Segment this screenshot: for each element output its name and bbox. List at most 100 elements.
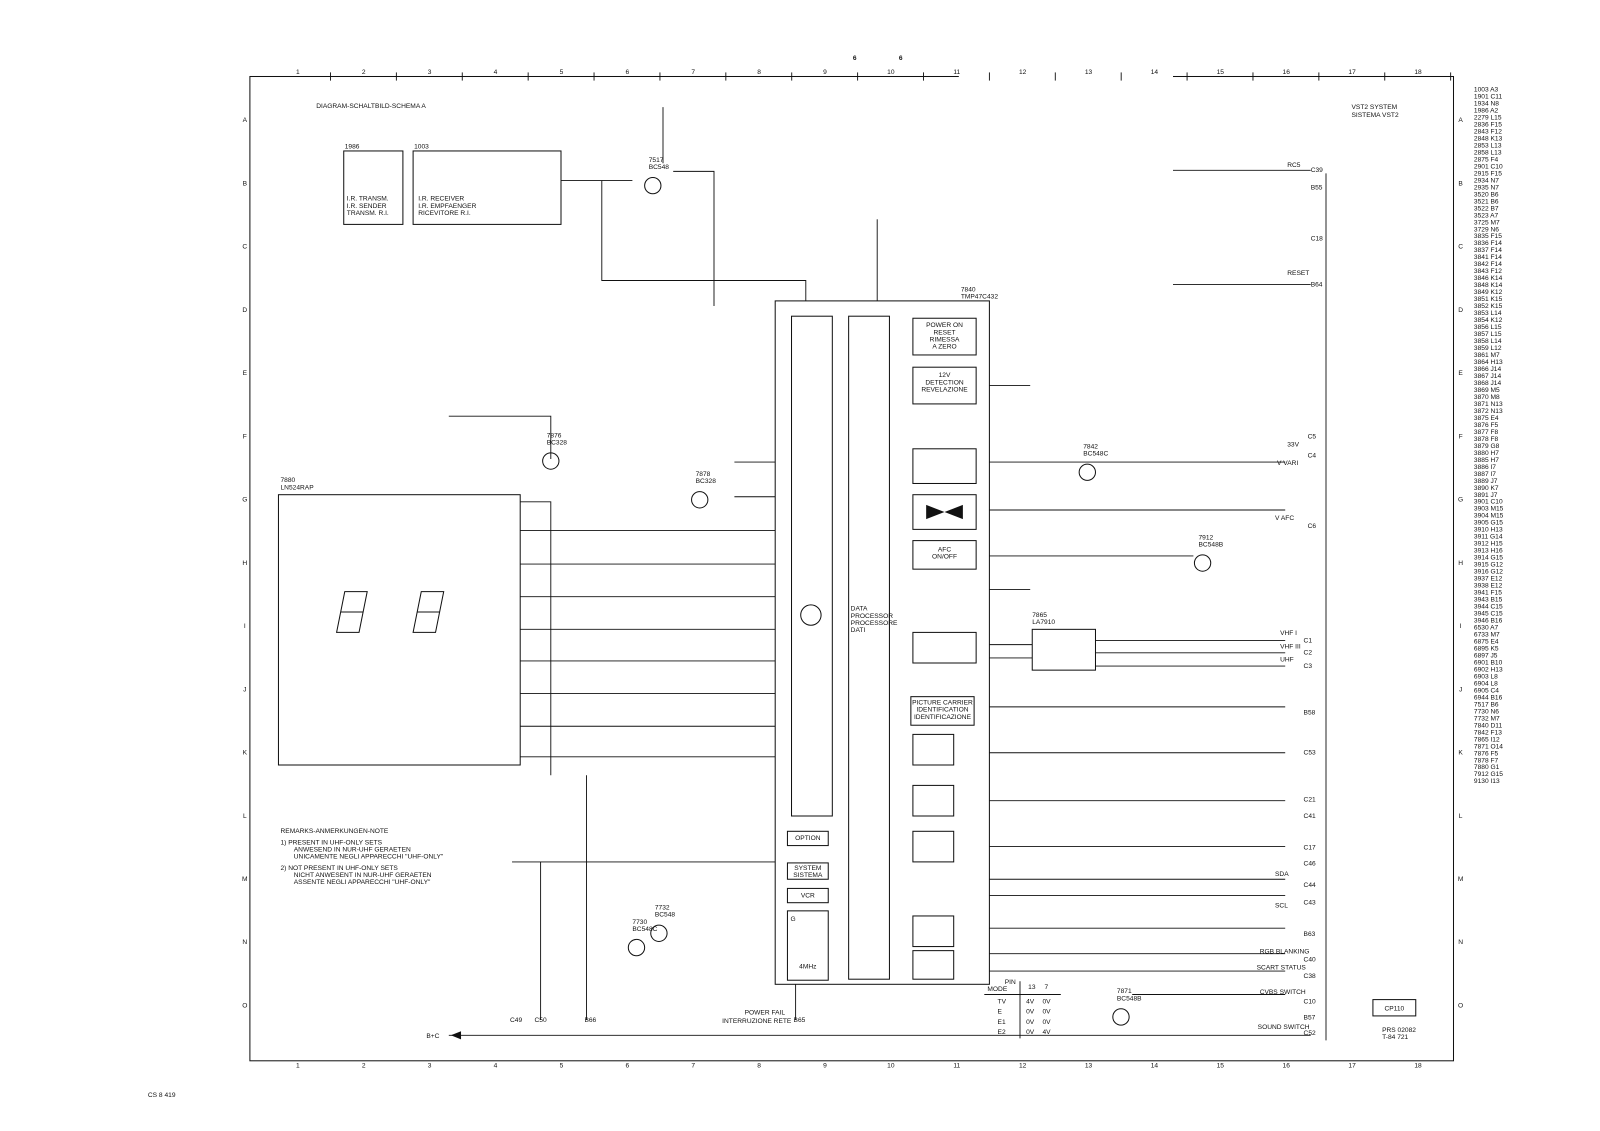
row-label: O [1458, 1002, 1463, 1009]
block-text: I.R. EMPFAENGER [418, 203, 476, 210]
column-label: 13 [1085, 1063, 1093, 1070]
column-label: 3 [428, 1063, 432, 1070]
column-label: 4 [494, 1063, 498, 1070]
row-label: G [242, 497, 247, 504]
component-ref: 7840 [961, 286, 976, 293]
connector-label: C17 [1304, 844, 1316, 851]
block-box [786, 830, 829, 847]
column-label: 7 [691, 69, 695, 76]
parts-index-entry: 2848 K13 [1474, 135, 1503, 142]
connector-label: C40 [1304, 957, 1316, 964]
afc-symbol [926, 504, 945, 520]
component-ref: 7517 [649, 157, 664, 164]
connector-label: C3 [1304, 663, 1313, 670]
component-ref: 7732 [655, 905, 670, 912]
column-label: 11 [953, 69, 960, 76]
component-ref: 7730 [632, 919, 647, 926]
connector-label: B55 [1311, 184, 1323, 191]
parts-index-entry: 2858 L13 [1474, 149, 1502, 156]
table-cell: 0V [1026, 1019, 1035, 1026]
transistor [1112, 1008, 1130, 1026]
wire [520, 501, 552, 776]
parts-index-entry: 9130 I13 [1474, 778, 1500, 785]
connector-label: C18 [1311, 235, 1323, 242]
parts-index-entry: 3866 J14 [1474, 366, 1502, 373]
transistor [1078, 463, 1096, 481]
block-ref: G [791, 916, 796, 923]
parts-index-entry: 3903 M15 [1474, 506, 1504, 513]
remark-line: 2) NOT PRESENT IN UHF-ONLY SETS [281, 865, 399, 872]
component-ref: 7865 [1032, 612, 1047, 619]
connector-label: RC5 [1287, 162, 1301, 169]
signal-label: 33V [1287, 441, 1299, 448]
connector-label: C41 [1304, 813, 1316, 820]
row-label: E [1458, 370, 1463, 377]
parts-index-entry: 3941 F15 [1474, 590, 1502, 597]
table-header: MODE [987, 986, 1007, 993]
connector-label: C52 [1304, 1030, 1316, 1037]
table-cell: TV [998, 998, 1007, 1005]
component-type: BC548 [649, 164, 670, 171]
diagram-title: DIAGRAM-SCHALTBILD-SCHEMA A [316, 103, 426, 110]
row-label: J [1459, 686, 1462, 693]
page-number: 6 [853, 55, 857, 62]
ir-symbol [800, 604, 822, 626]
table-cell: 0V [1026, 1009, 1035, 1016]
parts-index-entry: 7912 G15 [1474, 771, 1503, 778]
wire [673, 170, 715, 306]
transistor [650, 924, 668, 942]
signal-label: INTERRUZIONE RETE [722, 1018, 792, 1025]
column-label: 14 [1151, 69, 1159, 76]
column-label: 15 [1217, 69, 1225, 76]
row-label: C [1458, 244, 1463, 251]
block-box [343, 150, 404, 225]
component-type: BC548C [632, 926, 657, 933]
parts-index-entry: 3522 B7 [1474, 205, 1499, 212]
block-text: I.R. SENDER [347, 203, 387, 210]
remark-line: 1) PRESENT IN UHF-ONLY SETS [281, 839, 383, 846]
parts-index-entry: 3889 J7 [1474, 478, 1498, 485]
connector-label: C5 [1308, 433, 1317, 440]
parts-index-entry: 2875 F4 [1474, 156, 1499, 163]
parts-index-entry: 6530 A7 [1474, 625, 1499, 632]
remark-line: ASSENTE NEGLI APPARECCHI "UHF-ONLY" [294, 879, 431, 886]
parts-index-entry: 6944 B16 [1474, 694, 1503, 701]
column-label: 18 [1414, 1063, 1422, 1070]
connector-label: C49 [510, 1017, 522, 1024]
connector-label: B58 [1304, 710, 1316, 717]
row-label: G [1458, 497, 1463, 504]
column-label: 9 [823, 1063, 827, 1070]
page-number: 6 [899, 55, 903, 62]
connector-label: C6 [1308, 523, 1317, 530]
parts-index-entry: 6901 B10 [1474, 659, 1503, 666]
parts-index-entry: 6895 K5 [1474, 645, 1499, 652]
column-label: 17 [1348, 1063, 1356, 1070]
table-cell: 0V [1026, 1029, 1035, 1036]
column-label: 6 [625, 1063, 629, 1070]
parts-index-entry: 7880 G1 [1474, 764, 1500, 771]
table-header: PIN [1005, 979, 1016, 986]
connector-label: C46 [1304, 861, 1316, 868]
frame-gap [958, 61, 1173, 184]
document-code: CS 8 419 [148, 1092, 176, 1099]
standby-block [912, 915, 955, 948]
row-label: B [1458, 180, 1463, 187]
block-text: DATA [851, 606, 868, 613]
block-text: RESET [933, 329, 955, 336]
block-text: TRANSM. R.I. [347, 210, 389, 217]
column-label: 10 [887, 69, 895, 76]
pulse-block [912, 784, 955, 817]
connector-label: B57 [1304, 1015, 1316, 1022]
table-header: 13 [1028, 984, 1036, 991]
block-box [912, 540, 977, 570]
connector-label: C4 [1308, 453, 1317, 460]
column-label: 9 [823, 69, 827, 76]
component-type: BC548B [1117, 995, 1142, 1002]
parts-index-entry: 1986 A2 [1474, 107, 1499, 114]
table-cell: 0V [1042, 998, 1051, 1005]
connector-label: B63 [1304, 931, 1316, 938]
reference: T-84 721 [1382, 1034, 1408, 1041]
parts-index-entry: 3521 B6 [1474, 198, 1499, 205]
